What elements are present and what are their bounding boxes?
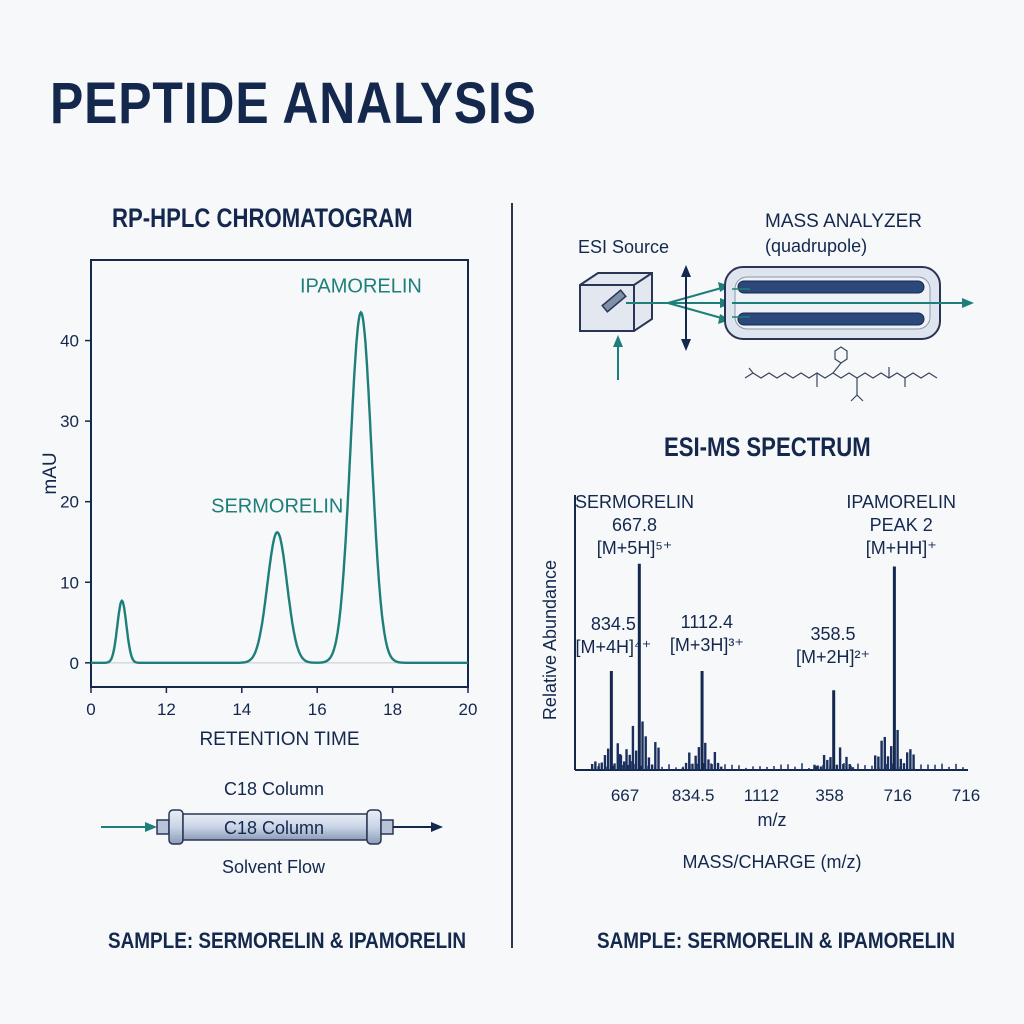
hplc-sample-label: SAMPLE: SERMORELIN & IPAMORELIN <box>108 928 467 953</box>
ms-peak-annotation: IPAMORELIN <box>846 492 956 512</box>
ms-x-axis-secondary-label: MASS/CHARGE (m/z) <box>682 852 861 872</box>
hplc-peak-label: IPAMORELIN <box>300 275 422 297</box>
ms-spectrum-chart: 667 834.5 1112 358 716 716 m/z MASS/CHARGE (m/z… <box>540 492 980 872</box>
hplc-title: RP-HPLC CHROMATOGRAM <box>112 203 413 233</box>
page-title: PEPTIDE ANALYSIS <box>50 71 537 136</box>
hplc-y-tick-label: 40 <box>60 332 79 351</box>
ms-x-tick-label: 667 <box>611 786 639 805</box>
peptide-structure <box>744 346 938 402</box>
ms-peak-annotation: SERMORELIN <box>575 492 694 512</box>
ms-peak-annotation: 834.5 <box>591 614 636 634</box>
hplc-x-tick-label: 16 <box>308 700 327 719</box>
ms-peak-annotation: [M+3H]³⁺ <box>670 635 744 655</box>
hplc-y-tick-label: 30 <box>60 412 79 431</box>
esi-source-label: ESI Source <box>578 237 670 257</box>
hplc-y-tick-label: 0 <box>70 654 79 673</box>
mass-analyzer-sublabel: (quadrupole) <box>765 236 868 256</box>
column-diagram <box>101 809 443 845</box>
ms-x-tick-label: 716 <box>952 786 980 805</box>
ms-peak-annotation: 1112.4 <box>681 612 733 632</box>
esi-source-box <box>579 272 653 332</box>
ms-peak-annotation: 667.8 <box>612 515 657 535</box>
ms-peak-annotation: [M+2H]²⁺ <box>796 647 870 667</box>
ms-x-tick-label: 834.5 <box>672 786 715 805</box>
ms-instrument-diagram <box>579 265 974 402</box>
hplc-x-tick-label: 18 <box>383 700 402 719</box>
hplc-chart: 0 10 20 30 40 0 12 14 16 18 20 RETENTION TIME mAU SER… <box>40 259 478 750</box>
hplc-x-tick-label: 12 <box>157 700 176 719</box>
column-top-label: C18 Column <box>224 779 325 799</box>
ms-peak-annotation: [M+4H]⁴⁺ <box>576 637 652 657</box>
ms-x-tick-label: 358 <box>815 786 843 805</box>
flow-in-arrow <box>101 822 157 832</box>
vertical-double-arrow <box>681 265 691 351</box>
hplc-peak-label: SERMORELIN <box>211 495 343 517</box>
panel-divider <box>511 203 513 948</box>
ms-x-tick-label: 1112 <box>744 786 779 805</box>
ms-title: ESI-MS SPECTRUM <box>664 432 871 462</box>
sample-inlet-arrow <box>613 335 623 380</box>
column-body-label: C18 Column <box>224 818 325 838</box>
hplc-y-tick-label: 20 <box>60 493 79 512</box>
hplc-x-axis-label: RETENTION TIME <box>199 729 359 750</box>
hplc-x-tick-label: 14 <box>232 700 251 719</box>
quadrupole-analyzer <box>724 266 974 340</box>
flow-out-arrow <box>393 822 443 832</box>
ms-x-axis-label: m/z <box>758 810 787 830</box>
hplc-x-tick-label: 20 <box>459 700 478 719</box>
hplc-x-tick-label: 0 <box>86 700 95 719</box>
solvent-flow-label: Solvent Flow <box>222 857 326 877</box>
c18-column-tube <box>156 809 394 845</box>
ms-peak-annotation: [M+HH]⁺ <box>866 538 937 558</box>
hplc-y-tick-label: 10 <box>60 573 79 592</box>
ms-peak-annotation: 358.5 <box>810 624 855 644</box>
hplc-trace-line <box>91 310 468 664</box>
hplc-plot-frame <box>90 259 469 688</box>
ms-sample-label: SAMPLE: SERMORELIN & IPAMORELIN <box>597 928 956 953</box>
ms-peak-annotation: [M+5H]⁵⁺ <box>597 538 672 558</box>
ms-x-tick-label: 716 <box>884 786 912 805</box>
ms-peak-annotation: PEAK 2 <box>870 515 933 535</box>
ms-y-axis-label: Relative Abundance <box>540 560 560 720</box>
mass-analyzer-label: MASS ANALYZER <box>765 211 922 232</box>
hplc-y-axis-label: mAU <box>40 452 61 494</box>
